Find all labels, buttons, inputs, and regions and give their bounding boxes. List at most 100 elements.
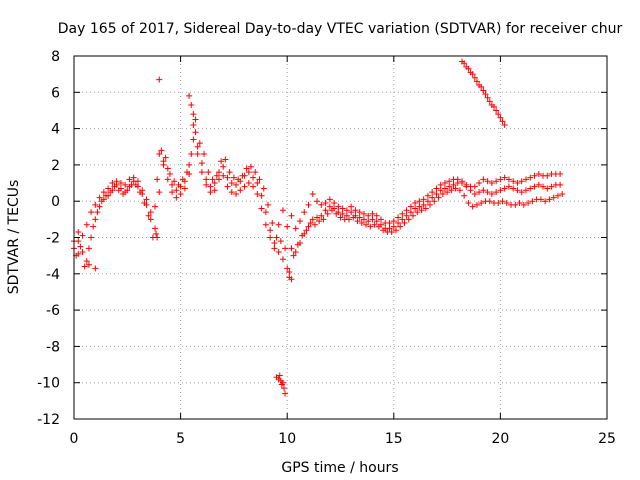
- data-point: [354, 218, 361, 225]
- data-point: [169, 189, 176, 196]
- data-point: [435, 194, 442, 201]
- data-point: [512, 201, 519, 208]
- data-point: [75, 250, 82, 257]
- data-point: [186, 161, 193, 168]
- data-point: [156, 76, 163, 83]
- data-point: [375, 223, 382, 230]
- data-point: [250, 183, 257, 190]
- series-group: [71, 121, 564, 252]
- data-point: [529, 198, 536, 205]
- data-point: [463, 181, 470, 188]
- data-point: [369, 216, 376, 223]
- data-point: [365, 212, 372, 219]
- data-point: [480, 176, 487, 183]
- chart-title: Day 165 of 2017, Sidereal Day-to-day VTE…: [58, 21, 623, 37]
- data-point: [388, 229, 395, 236]
- y-tick-label: -8: [46, 339, 60, 355]
- data-point: [418, 207, 425, 214]
- data-point: [493, 107, 500, 114]
- data-point: [288, 245, 295, 252]
- data-point: [98, 198, 105, 205]
- data-point: [245, 180, 252, 187]
- y-axis-label: SDTVAR / TECUs: [6, 180, 22, 295]
- data-point: [241, 183, 248, 190]
- data-point: [303, 227, 310, 234]
- data-point: [198, 160, 205, 167]
- data-point: [115, 187, 122, 194]
- data-point: [473, 78, 480, 85]
- data-point: [461, 60, 468, 67]
- data-point: [371, 221, 378, 228]
- data-point: [220, 172, 227, 179]
- data-point: [153, 230, 160, 237]
- data-point: [160, 158, 167, 165]
- data-point: [422, 205, 429, 212]
- data-point: [446, 183, 453, 190]
- x-tick-label: 0: [70, 431, 79, 447]
- data-point: [267, 227, 274, 234]
- data-point: [420, 196, 427, 203]
- data-point: [228, 180, 235, 187]
- data-point: [92, 216, 99, 223]
- data-point: [183, 169, 190, 176]
- data-point: [207, 183, 214, 190]
- data-point: [288, 212, 295, 219]
- data-point: [401, 219, 408, 226]
- data-point: [194, 143, 201, 150]
- data-point: [179, 176, 186, 183]
- data-point: [265, 201, 272, 208]
- data-point: [94, 209, 101, 216]
- data-point: [190, 111, 197, 118]
- data-point: [85, 261, 92, 268]
- data-point: [505, 176, 512, 183]
- data-point: [218, 158, 225, 165]
- data-point: [152, 203, 159, 210]
- data-point: [92, 265, 99, 272]
- data-point: [269, 219, 276, 226]
- data-point: [299, 232, 306, 239]
- data-point: [262, 221, 269, 228]
- data-point: [314, 198, 321, 205]
- data-point: [318, 212, 325, 219]
- data-point: [540, 183, 547, 190]
- data-point: [158, 147, 165, 154]
- data-point: [542, 198, 549, 205]
- data-point: [147, 209, 154, 216]
- data-point: [390, 223, 397, 230]
- y-tick-label: 0: [51, 194, 60, 210]
- data-point: [510, 178, 517, 185]
- y-tick-label: 2: [51, 158, 60, 174]
- data-point: [414, 209, 421, 216]
- y-tick-label: -2: [46, 231, 60, 247]
- data-point: [271, 245, 278, 252]
- x-tick-label: 20: [491, 431, 509, 447]
- data-point: [171, 178, 178, 185]
- data-point: [273, 234, 280, 241]
- data-point: [213, 172, 220, 179]
- data-point: [120, 190, 127, 197]
- data-point: [166, 170, 173, 177]
- data-point: [548, 183, 555, 190]
- data-point: [497, 114, 504, 121]
- y-tick-label: 4: [51, 122, 60, 138]
- y-tick-label: -4: [46, 267, 60, 283]
- data-point: [301, 209, 308, 216]
- data-point: [488, 180, 495, 187]
- data-point: [307, 219, 314, 226]
- y-tick-label: 6: [51, 85, 60, 101]
- data-point: [258, 205, 265, 212]
- data-point: [177, 190, 184, 197]
- data-point: [316, 218, 323, 225]
- data-point: [520, 201, 527, 208]
- data-point: [211, 187, 218, 194]
- data-point: [452, 185, 459, 192]
- data-point: [262, 209, 269, 216]
- data-point: [271, 239, 278, 246]
- data-point: [292, 249, 299, 256]
- data-point: [209, 176, 216, 183]
- data-point: [522, 187, 529, 194]
- data-point: [424, 198, 431, 205]
- data-point: [235, 176, 242, 183]
- data-point: [314, 214, 321, 221]
- data-point: [215, 176, 222, 183]
